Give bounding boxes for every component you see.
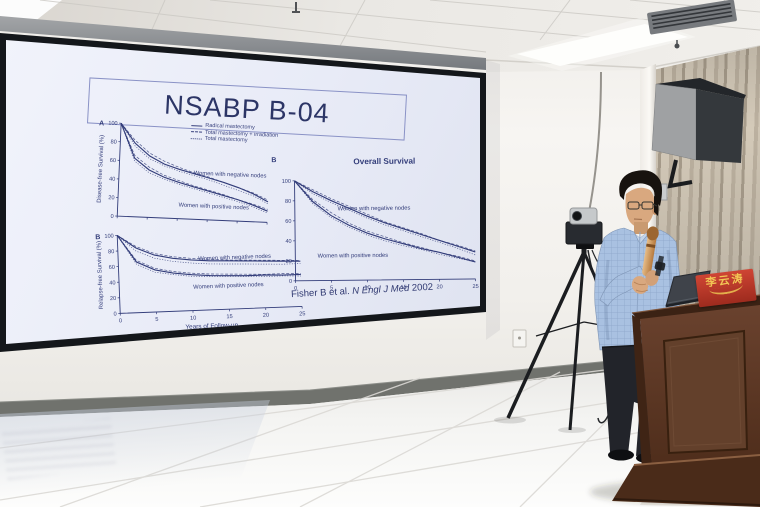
svg-text:Years of Follow-up: Years of Follow-up — [185, 322, 238, 331]
svg-text:15: 15 — [400, 285, 406, 291]
svg-text:Disease-free Survival (%): Disease-free Survival (%) — [97, 135, 106, 203]
podium — [612, 294, 760, 507]
projection-screen: NSABP B-04 Radical mastectomy Total mast… — [0, 33, 486, 352]
svg-text:20: 20 — [108, 195, 114, 201]
svg-text:80: 80 — [110, 139, 116, 145]
svg-text:60: 60 — [110, 158, 116, 164]
tripod-foot-shadow — [558, 427, 586, 433]
mouth — [633, 218, 643, 221]
wall-outlet — [512, 329, 527, 348]
ceiling-sensor — [292, 2, 300, 13]
wall-speaker — [651, 78, 746, 201]
podium-base — [612, 455, 760, 507]
svg-text:100: 100 — [282, 179, 291, 185]
svg-text:100: 100 — [108, 121, 118, 127]
glasses-icon — [627, 201, 658, 210]
tripod-foot-shadow — [494, 416, 526, 424]
screen-side-shadow — [486, 60, 500, 340]
svg-text:25: 25 — [472, 284, 478, 290]
podium-left-face — [632, 315, 652, 471]
svg-text:80: 80 — [285, 199, 291, 205]
svg-text:Women with negative nodes: Women with negative nodes — [338, 206, 411, 213]
svg-text:0: 0 — [114, 312, 117, 318]
svg-text:40: 40 — [109, 177, 115, 183]
svg-text:25: 25 — [299, 311, 305, 317]
speaker-top — [656, 78, 746, 99]
ptz-camera — [565, 207, 603, 245]
svg-text:40: 40 — [285, 239, 291, 245]
svg-text:5: 5 — [330, 285, 333, 291]
svg-text:Women with negative nodes: Women with negative nodes — [198, 254, 271, 263]
svg-text:0: 0 — [294, 286, 297, 292]
svg-text:Overall Survival: Overall Survival — [353, 157, 415, 167]
svg-text:0: 0 — [289, 279, 292, 285]
shoe — [608, 449, 634, 461]
svg-text:Women with negative nodes: Women with negative nodes — [194, 171, 267, 180]
svg-text:40: 40 — [109, 280, 115, 286]
hair — [619, 170, 662, 206]
svg-text:60: 60 — [109, 265, 115, 271]
svg-text:20: 20 — [436, 284, 442, 290]
slide: NSABP B-04 Radical mastectomy Total mast… — [6, 40, 480, 344]
svg-text:Relapse-free Survival (%): Relapse-free Survival (%) — [96, 241, 105, 310]
svg-text:10: 10 — [365, 285, 371, 291]
chart-disease-free-survival: 0 20 40 60 80 100 Women with negative nodes Wom… — [97, 120, 269, 225]
svg-text:20: 20 — [263, 313, 269, 319]
svg-text:B: B — [271, 157, 276, 164]
svg-text:20: 20 — [110, 296, 116, 302]
svg-text:0: 0 — [119, 318, 122, 324]
chart-relapse-free-survival: 0 20 40 60 80 100 0 5 10 15 20 25 Women with negativ… — [95, 234, 305, 331]
ceiling-light-panel — [517, 24, 688, 66]
ceiling-details — [0, 0, 760, 71]
wall-cable — [588, 71, 602, 213]
air-vent — [647, 0, 737, 35]
svg-text:0: 0 — [110, 214, 113, 220]
face — [625, 187, 655, 228]
ceiling — [0, 0, 760, 72]
svg-text:5: 5 — [155, 317, 158, 323]
svg-text:Women with positive nodes: Women with positive nodes — [178, 203, 249, 212]
svg-text:100: 100 — [104, 234, 114, 240]
podium-panel — [662, 329, 749, 455]
svg-text:60: 60 — [285, 219, 291, 225]
camera-lens-icon — [572, 211, 582, 221]
svg-text:20: 20 — [286, 259, 292, 265]
finger-lines — [633, 281, 649, 292]
neck — [634, 222, 648, 234]
chart-overall-survival: 0 20 40 60 80 100 0 5 10 15 20 25 Women with negativ… — [271, 157, 479, 292]
microphone-icon — [642, 226, 659, 277]
wristwatch-icon — [654, 255, 666, 277]
svg-text:10: 10 — [190, 315, 196, 321]
speaker-bracket — [667, 159, 693, 189]
svg-text:80: 80 — [108, 249, 114, 255]
svg-text:Women with positive nodes: Women with positive nodes — [193, 282, 264, 291]
sprinkler-icon — [674, 40, 680, 49]
svg-text:15: 15 — [226, 314, 232, 320]
svg-text:Women with positive nodes: Women with positive nodes — [318, 253, 389, 260]
svg-text:A: A — [99, 120, 104, 127]
screen-floor-reflection — [0, 400, 270, 507]
speaker-front — [696, 89, 744, 163]
hand — [631, 276, 649, 294]
svg-text:B: B — [95, 234, 100, 241]
